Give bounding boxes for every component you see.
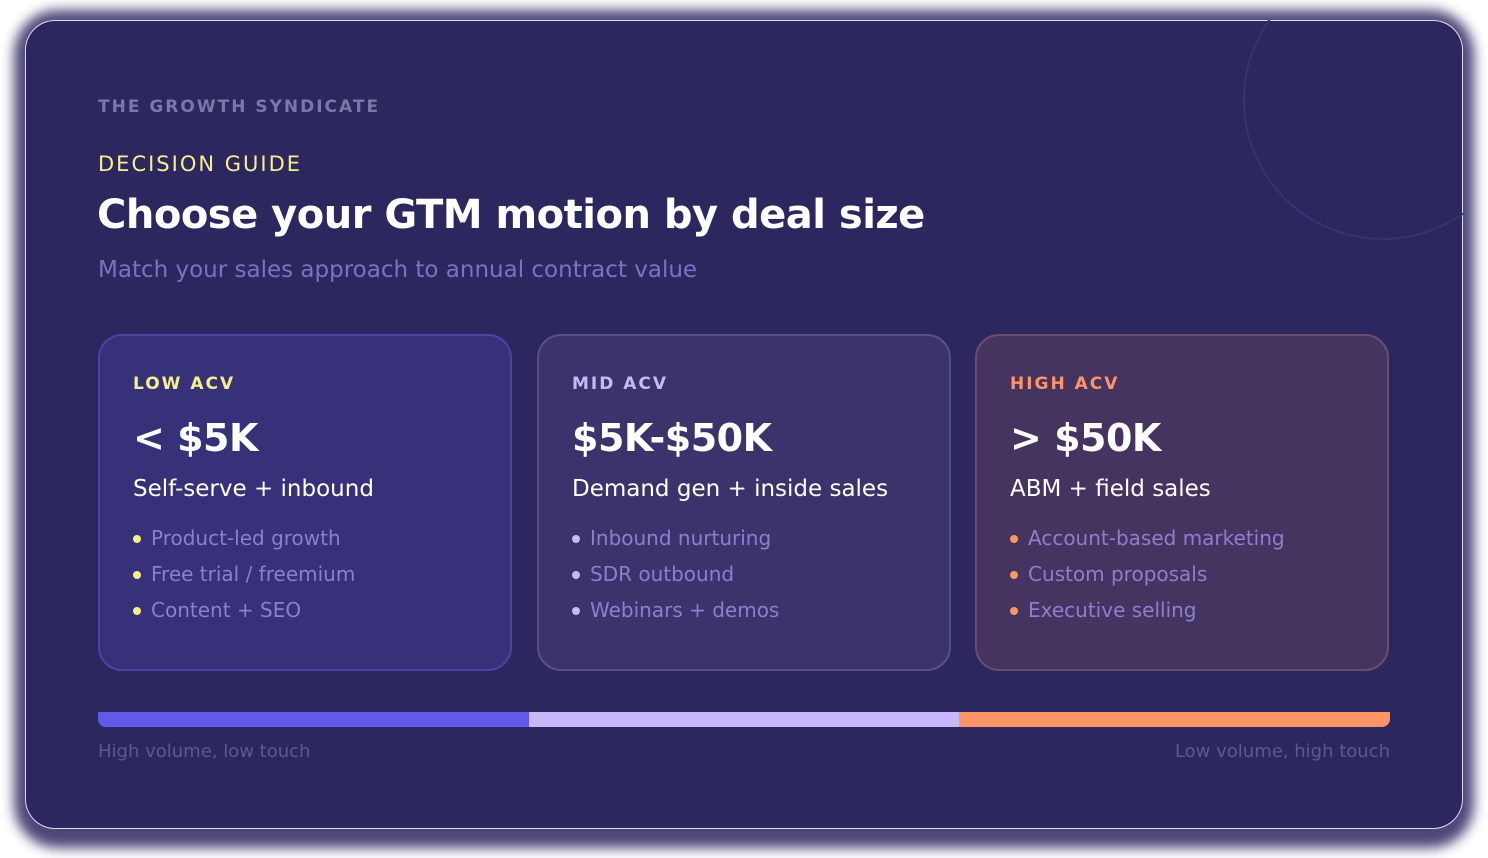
tier-label: LOW ACV — [133, 374, 236, 394]
brand-name: THE GROWTH SYNDICATE — [98, 97, 381, 117]
tier-label: MID ACV — [572, 374, 669, 394]
list-item: Custom proposals — [1010, 558, 1354, 594]
bullet-dot-icon — [572, 535, 580, 543]
eyebrow-label: DECISION GUIDE — [98, 152, 303, 176]
bullet-text: Custom proposals — [1028, 562, 1208, 586]
acv-range: < $5K — [133, 416, 258, 460]
card-mid-acv: MID ACV $5K-$50K Demand gen + inside sal… — [537, 334, 951, 671]
card-low-acv: LOW ACV < $5K Self-serve + inbound Produ… — [98, 334, 512, 671]
decision-guide-slide: THE GROWTH SYNDICATE DECISION GUIDE Choo… — [25, 20, 1463, 829]
bullet-dot-icon — [572, 571, 580, 579]
acv-range: > $50K — [1010, 416, 1161, 460]
tactics-list: Inbound nurturing SDR outbound Webinars … — [572, 522, 916, 630]
bullet-text: Executive selling — [1028, 598, 1197, 622]
gtm-motion: Demand gen + inside sales — [572, 476, 889, 502]
scale-label-left: High volume, low touch — [98, 741, 311, 762]
bullet-text: Inbound nurturing — [590, 526, 772, 550]
bullet-dot-icon — [572, 607, 580, 615]
tactics-list: Account-based marketing Custom proposals… — [1010, 522, 1354, 630]
bullet-text: Product-led growth — [151, 526, 341, 550]
list-item: SDR outbound — [572, 558, 916, 594]
list-item: Inbound nurturing — [572, 522, 916, 558]
decorative-circle — [1243, 20, 1463, 240]
list-item: Product-led growth — [133, 522, 477, 558]
bullet-dot-icon — [133, 607, 141, 615]
tactics-list: Product-led growth Free trial / freemium… — [133, 522, 477, 630]
acv-range: $5K-$50K — [572, 416, 772, 460]
list-item: Webinars + demos — [572, 594, 916, 630]
bullet-dot-icon — [1010, 535, 1018, 543]
page-title: Choose your GTM motion by deal size — [97, 192, 925, 238]
card-high-acv: HIGH ACV > $50K ABM + field sales Accoun… — [975, 334, 1389, 671]
bar-segment-low — [98, 712, 529, 727]
bar-segment-high — [959, 712, 1390, 727]
bullet-text: Content + SEO — [151, 598, 302, 622]
gtm-motion: ABM + field sales — [1010, 476, 1211, 502]
bullet-text: Account-based marketing — [1028, 526, 1285, 550]
bullet-dot-icon — [133, 571, 141, 579]
page-subtitle: Match your sales approach to annual cont… — [98, 257, 698, 283]
bullet-text: Webinars + demos — [590, 598, 780, 622]
bullet-text: Free trial / freemium — [151, 562, 356, 586]
tier-label: HIGH ACV — [1010, 374, 1120, 394]
bullet-dot-icon — [1010, 571, 1018, 579]
bullet-dot-icon — [1010, 607, 1018, 615]
list-item: Content + SEO — [133, 594, 477, 630]
gtm-motion: Self-serve + inbound — [133, 476, 374, 502]
bar-segment-mid — [528, 712, 960, 727]
acv-spectrum-bar — [98, 712, 1390, 727]
scale-label-right: Low volume, high touch — [1174, 741, 1390, 762]
list-item: Free trial / freemium — [133, 558, 477, 594]
bullet-text: SDR outbound — [590, 562, 735, 586]
list-item: Executive selling — [1010, 594, 1354, 630]
list-item: Account-based marketing — [1010, 522, 1354, 558]
bullet-dot-icon — [133, 535, 141, 543]
